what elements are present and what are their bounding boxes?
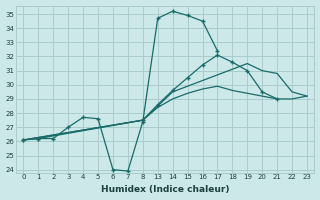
X-axis label: Humidex (Indice chaleur): Humidex (Indice chaleur) — [101, 185, 229, 194]
